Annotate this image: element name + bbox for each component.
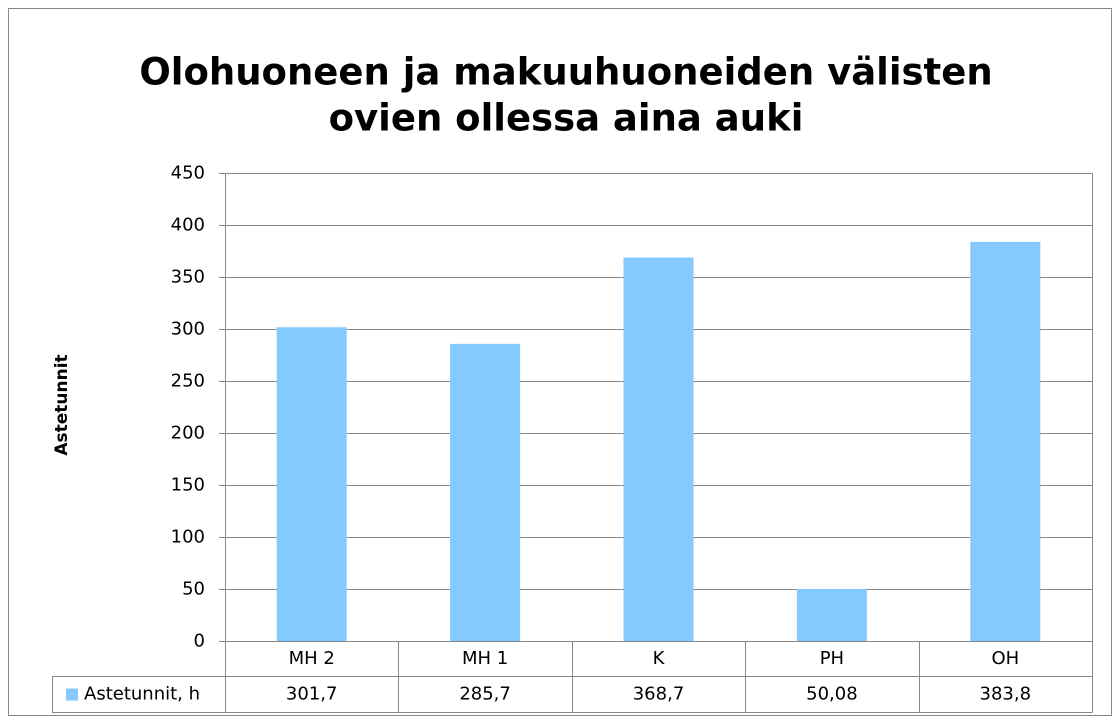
data-label: 383,8 xyxy=(980,684,1032,705)
data-label: 285,7 xyxy=(459,684,511,705)
chart-border xyxy=(8,8,1112,716)
y-tick-label: 250 xyxy=(171,371,205,392)
y-tick-label: 400 xyxy=(171,215,205,236)
x-tick-label: K xyxy=(653,648,666,669)
data-label: 368,7 xyxy=(633,684,685,705)
x-tick-label: MH 1 xyxy=(462,648,508,669)
bar xyxy=(450,343,521,641)
chart-title: ovien ollessa aina auki xyxy=(329,97,804,140)
x-tick-label: OH xyxy=(991,648,1019,669)
data-label: 301,7 xyxy=(286,684,338,705)
y-tick-label: 350 xyxy=(171,267,205,288)
bar xyxy=(623,257,694,641)
bar xyxy=(796,588,867,641)
y-tick-label: 100 xyxy=(171,527,205,548)
y-tick-label: 200 xyxy=(171,423,205,444)
y-tick-label: 450 xyxy=(171,163,205,184)
data-label: 50,08 xyxy=(806,684,858,705)
x-tick-label: PH xyxy=(820,648,844,669)
chart-title: Olohuoneen ja makuuhuoneiden välisten xyxy=(139,51,992,94)
y-tick-label: 300 xyxy=(171,319,205,340)
y-tick-label: 150 xyxy=(171,475,205,496)
legend-label: Astetunnit, h xyxy=(84,684,200,705)
y-tick-label: 50 xyxy=(182,579,205,600)
x-tick-label: MH 2 xyxy=(289,648,335,669)
y-tick-label: 0 xyxy=(194,631,205,652)
y-axis-label: Astetunnit xyxy=(52,354,72,455)
bar xyxy=(970,241,1041,641)
legend-swatch xyxy=(66,688,78,701)
bar xyxy=(276,327,347,641)
